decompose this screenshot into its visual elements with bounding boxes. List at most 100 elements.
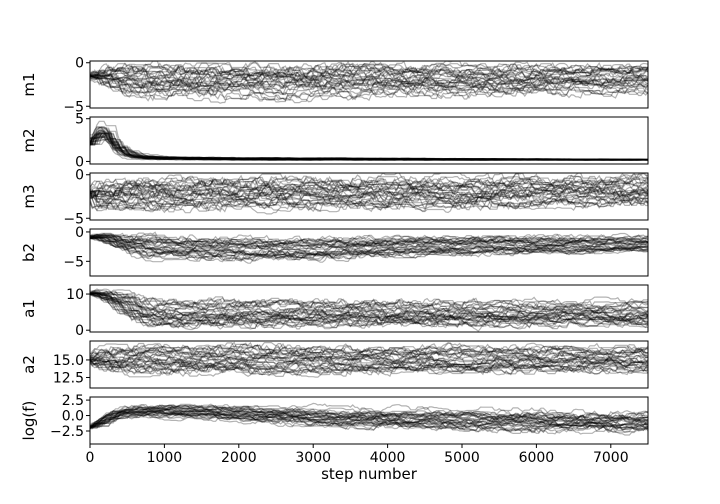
walker-trace [90,293,648,326]
y-tick-label: 15.0 [53,353,84,369]
walker-trace [90,75,648,95]
walker-trace [90,65,648,83]
walker-trace [90,294,648,327]
walker-trace [90,179,648,200]
y-tick-label: 0 [75,168,84,184]
walker-trace [90,358,648,375]
walker-trace [90,410,648,429]
walker-trace [90,237,648,259]
walker-trace [90,134,648,161]
walker-trace [90,185,648,201]
walker-trace [90,176,648,195]
walker-trace [90,412,648,434]
y-tick-label: 0 [75,154,84,170]
walker-trace [90,64,648,81]
walker-trace [90,176,648,195]
walker-trace [90,406,648,428]
walker-trace [90,404,648,428]
walker-trace [90,344,648,361]
walker-trace [90,77,648,96]
x-tick-label: 6000 [519,450,555,466]
walker-lines [90,288,648,332]
walker-trace [90,357,648,372]
walker-trace [90,66,648,85]
x-tick-label: 1000 [147,450,183,466]
walker-trace [90,80,648,103]
walker-trace [90,132,648,161]
panel-frame [89,396,649,445]
walker-trace [90,292,648,324]
walker-lines [90,61,648,104]
walker-trace [90,351,648,365]
walker-trace [90,186,648,201]
walker-trace [90,360,648,375]
walker-trace [90,131,648,162]
walker-trace [90,173,648,193]
panels-group: 0−5m105m20−5m30−5b2100a115.012.5a22.50.0… [20,56,649,445]
walker-trace [90,186,648,207]
y-tick-label: 0 [75,323,84,339]
walker-trace [90,411,648,431]
x-tick-label: 0 [86,450,95,466]
walker-trace [90,61,648,79]
walker-trace [90,359,648,378]
walker-trace [90,192,648,214]
walker-trace [90,237,648,251]
walker-trace [90,236,648,254]
walker-trace [90,293,648,327]
walker-trace [90,132,648,161]
walker-trace [90,238,648,263]
y-axis-label: a2 [20,355,38,374]
walker-trace [90,135,648,161]
walker-trace [90,136,648,161]
y-tick-label: −2.5 [50,424,84,440]
walker-trace [90,345,648,366]
walker-trace [90,68,648,84]
walker-trace [90,74,648,94]
walker-trace [90,132,648,161]
walker-trace [90,190,648,215]
walker-trace [90,359,648,375]
walker-trace [90,357,648,374]
walker-trace [90,293,648,330]
walker-trace [90,410,648,431]
walker-trace [90,411,648,433]
walker-trace [90,133,648,161]
walker-trace [90,290,648,311]
walker-trace [90,294,648,330]
walker-trace [90,346,648,360]
walker-trace [90,65,648,82]
walker-trace [90,345,648,361]
walker-trace [90,408,648,426]
trace-panel-5: 10 0 a1 [20,284,649,339]
walker-trace [90,232,648,246]
walker-trace [90,72,648,89]
walker-trace [90,138,648,161]
walker-trace [90,130,648,161]
x-tick-label: 2000 [221,450,257,466]
walker-trace [90,186,648,205]
walker-trace [90,133,648,161]
walker-trace [90,238,648,262]
walker-trace [90,357,648,371]
x-tick-label: 3000 [295,450,331,466]
walker-trace [90,406,648,428]
walker-trace [90,292,648,317]
walker-trace [90,235,648,258]
walker-trace [90,197,648,212]
walker-trace [90,291,648,315]
walker-trace [90,192,648,207]
walker-trace [90,353,648,367]
walker-trace [90,70,648,88]
walker-trace [90,291,648,309]
y-axis-label: m3 [20,184,38,208]
walker-trace [90,126,648,160]
walker-trace [90,236,648,258]
y-tick-label: 0.0 [62,409,84,425]
walker-trace [90,345,648,361]
walker-trace [90,233,648,250]
walker-trace [90,236,648,252]
walker-trace [90,412,648,432]
walker-trace [90,292,648,321]
walker-trace [90,61,648,77]
